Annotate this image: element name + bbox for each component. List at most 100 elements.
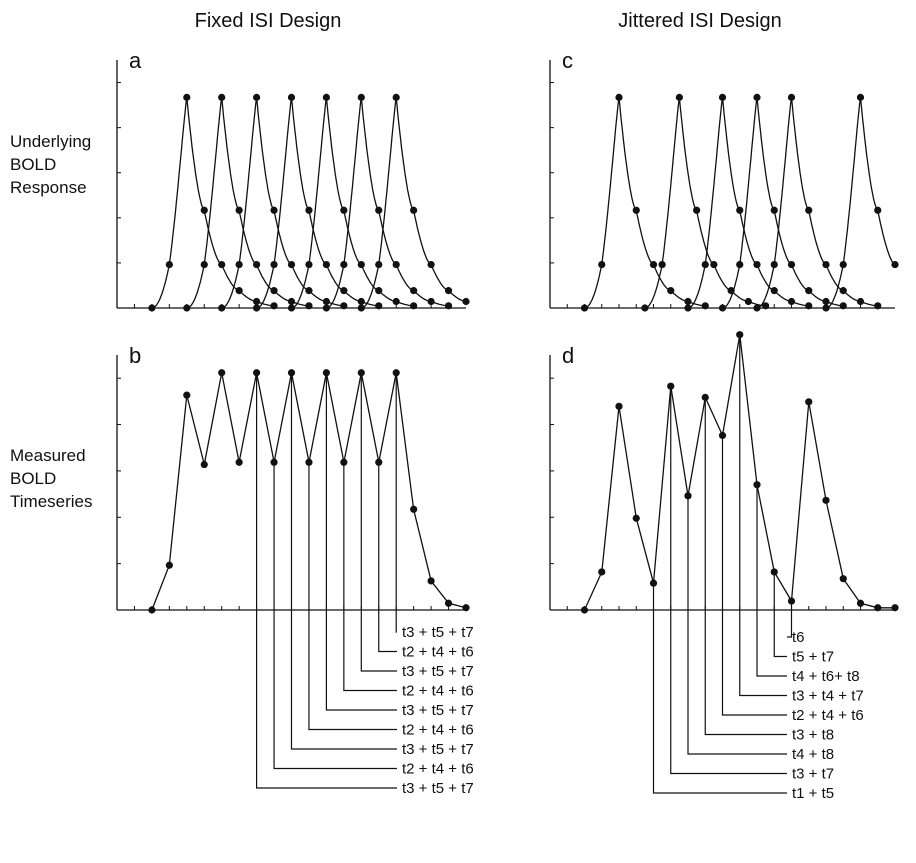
callout-label: t1 + t5: [792, 785, 834, 802]
hrf-point: [427, 297, 435, 306]
panel-a: a: [116, 48, 470, 312]
hrf-point: [183, 304, 191, 312]
row-label-top-1: Underlying: [10, 132, 91, 151]
hrf-point: [183, 93, 191, 101]
timeseries-point: [580, 606, 589, 614]
hrf-point: [270, 302, 278, 310]
timeseries-point: [856, 599, 865, 607]
hrf-point: [805, 302, 813, 310]
hrf-point: [874, 302, 882, 310]
timeseries-point: [200, 460, 208, 469]
hrf-point: [770, 260, 778, 269]
row-label-top-3: Response: [10, 178, 87, 197]
hrf-point: [675, 93, 683, 101]
hrf-point: [148, 304, 156, 312]
callout-line: [343, 462, 397, 692]
callout-line: [704, 397, 787, 736]
timeseries-point: [444, 599, 453, 607]
hrf-point: [718, 93, 727, 101]
hrf-point: [392, 260, 400, 269]
hrf-point: [322, 304, 330, 312]
timeseries-point: [632, 514, 640, 522]
hrf-point: [305, 206, 313, 214]
callout-label: t2 + t4 + t6: [402, 683, 474, 700]
hrf-point: [410, 287, 418, 295]
panel-b: b t3 + t5 + t7 t2 + t4 + t6 t3 + t5 + t7 t2 …: [116, 343, 474, 797]
hrf-point: [805, 206, 813, 214]
hrf-point: [375, 206, 383, 214]
hrf-point: [375, 302, 383, 310]
hrf-point: [253, 297, 261, 306]
timeseries-point: [598, 568, 606, 576]
hrf-point: [736, 206, 744, 214]
hrf-point: [357, 260, 365, 269]
callout-label: t3 + t4 + t7: [792, 688, 864, 705]
hrf-point: [200, 260, 208, 269]
timeseries-point: [427, 577, 435, 585]
callout-line: [273, 462, 397, 770]
callout-line: [787, 601, 793, 638]
hrf-curve-6: [326, 97, 449, 309]
hrf-point: [753, 93, 761, 101]
row-label-bottom-2: BOLD: [10, 469, 56, 488]
hrf-curve-5: [291, 97, 414, 309]
row-label-bottom-3: Timeseries: [10, 492, 93, 511]
hrf-curve-4: [722, 97, 844, 309]
hrf-point: [305, 260, 313, 269]
callout-label: t2 + t4 + t6: [402, 761, 474, 778]
hrf-point: [444, 287, 453, 295]
callout-line: [721, 435, 787, 716]
timeseries-point: [218, 369, 226, 377]
callout-label: t5 + t7: [792, 649, 834, 666]
row-label-bottom-1: Measured: [10, 446, 86, 465]
hrf-point: [235, 206, 243, 214]
hrf-point: [165, 260, 173, 269]
hrf-point: [410, 206, 418, 214]
hrf-point: [322, 260, 330, 269]
hrf-point: [580, 304, 589, 312]
hrf-curve-2: [644, 97, 766, 309]
callout-label: t4 + t8: [792, 746, 834, 763]
timeseries-point: [165, 561, 173, 569]
callout-label: t2 + t4 + t6: [402, 644, 474, 661]
hrf-point: [322, 93, 330, 101]
hrf-curve-3: [687, 97, 809, 309]
hrf-point: [218, 93, 226, 101]
panel-letter: a: [129, 48, 142, 73]
timeseries-point: [615, 402, 623, 410]
hrf-point: [253, 93, 261, 101]
hrf-point: [615, 93, 623, 101]
hrf-point: [270, 260, 278, 269]
panel-d: d t6 t5 + t7 t4 + t6+ t8 t3 + t4 + t7 t2 + t4…: [549, 331, 899, 802]
hrf-point: [357, 93, 365, 101]
hrf-curve-3: [221, 97, 344, 309]
hrf-point: [375, 287, 383, 295]
hrf-point: [235, 260, 243, 269]
hrf-point: [701, 302, 709, 310]
callout-line: [756, 484, 787, 677]
callout-line: [652, 583, 787, 794]
panel-letter: d: [562, 343, 574, 368]
hrf-point: [839, 287, 847, 295]
hrf-point: [462, 297, 470, 306]
hrf-point: [287, 304, 296, 312]
callout-line: [395, 372, 397, 633]
hrf-point: [392, 93, 400, 101]
hrf-point: [340, 260, 348, 269]
hrf-curve-5: [756, 97, 878, 309]
callout-label: t3 + t7: [792, 766, 834, 783]
callout-line: [308, 462, 397, 731]
hrf-point: [762, 302, 770, 310]
timeseries-point: [235, 458, 243, 466]
hrf-point: [770, 206, 778, 214]
hrf-curve-7: [361, 97, 467, 309]
hrf-point: [340, 302, 348, 310]
row-label-top-2: BOLD: [10, 155, 56, 174]
hrf-curve-1: [151, 97, 274, 309]
hrf-point: [701, 260, 709, 269]
hrf-point: [305, 302, 313, 310]
callout-line: [670, 386, 787, 775]
callout-line: [378, 462, 397, 653]
hrf-point: [357, 304, 365, 312]
hrf-point: [427, 260, 435, 269]
